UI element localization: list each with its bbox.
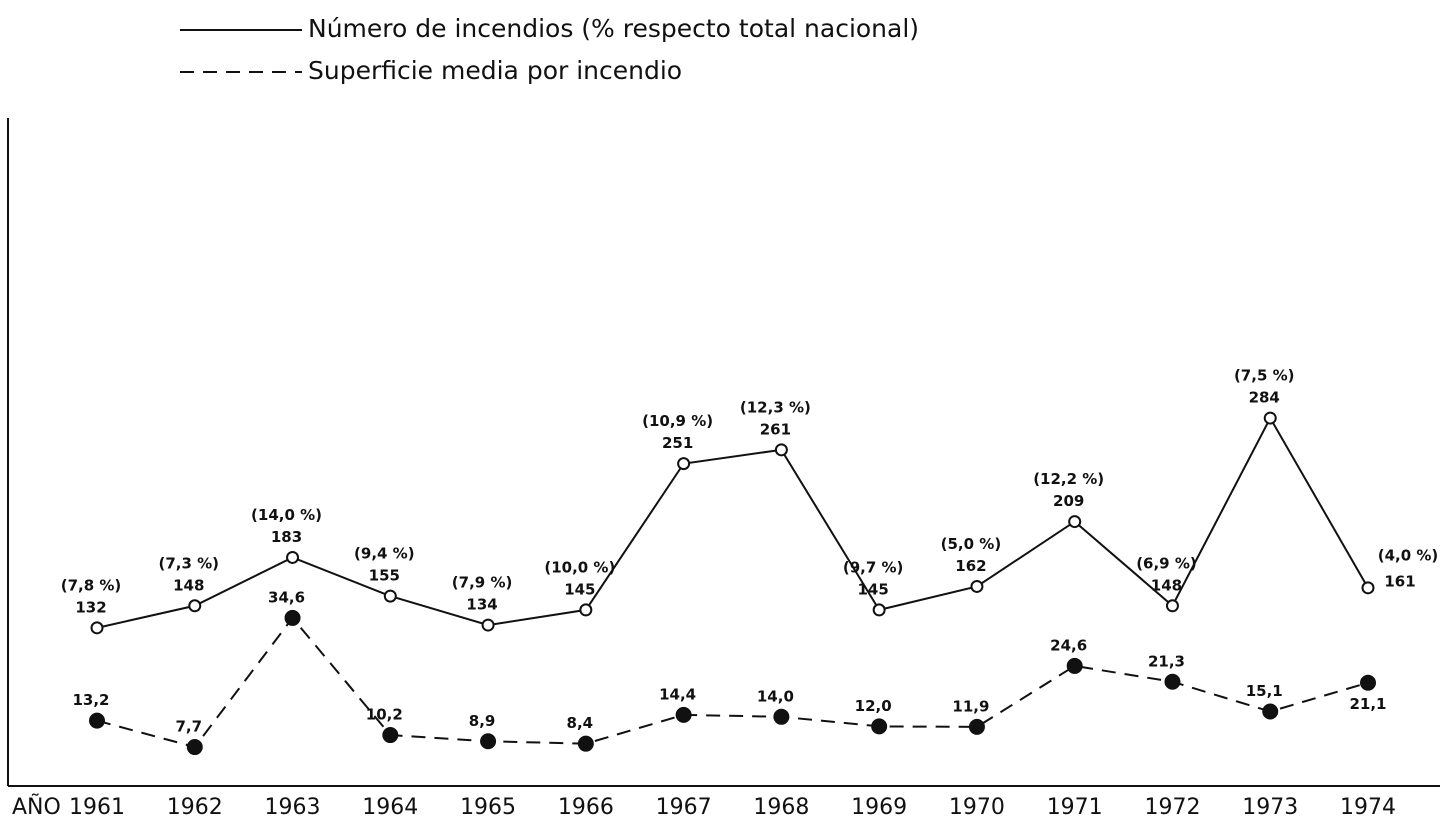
x-axis-label: AÑO: [12, 793, 61, 820]
x-tick-label: 1964: [362, 795, 418, 820]
data-label: 155: [369, 567, 400, 585]
data-label: 161: [1384, 572, 1415, 590]
data-label: 162: [955, 557, 986, 575]
data-label: 145: [564, 580, 595, 598]
point: [188, 599, 202, 613]
annotation: (4,0 %): [1378, 546, 1439, 564]
point: [872, 603, 886, 617]
point: [1262, 703, 1279, 720]
point: [970, 579, 984, 593]
data-label: 284: [1249, 389, 1280, 407]
point: [774, 443, 788, 457]
annotation: (7,5 %): [1234, 367, 1295, 385]
data-label: 13,2: [72, 691, 109, 709]
point: [186, 739, 203, 756]
point: [480, 733, 497, 750]
data-label: 8,4: [567, 714, 594, 732]
data-label: 11,9: [952, 697, 989, 715]
x-tick-label: 1967: [656, 795, 712, 820]
data-label: 183: [271, 528, 302, 546]
data-label: 21,3: [1148, 652, 1185, 670]
point: [1361, 581, 1375, 595]
legend-label: Superficie media por incendio: [308, 56, 682, 85]
annotation: (10,0 %): [544, 558, 615, 576]
x-tick-label: 1972: [1144, 795, 1200, 820]
annotation: (12,2 %): [1033, 470, 1104, 488]
data-label: 24,6: [1050, 636, 1087, 654]
point: [1164, 673, 1181, 690]
point: [284, 609, 301, 626]
point: [968, 718, 985, 735]
data-label: 148: [1151, 576, 1182, 594]
point: [481, 618, 495, 632]
point: [90, 621, 104, 635]
point: [677, 457, 691, 471]
data-label: 8,9: [469, 712, 496, 730]
data-label: 14,0: [757, 687, 794, 705]
point: [1263, 411, 1277, 425]
annotation: (7,9 %): [452, 574, 513, 592]
point: [1360, 674, 1376, 691]
point: [773, 708, 790, 725]
x-tick-label: 1962: [167, 795, 223, 820]
data-label: 7,7: [175, 718, 202, 736]
x-tick-label: 1961: [69, 795, 125, 820]
annotation: (9,4 %): [354, 545, 415, 563]
data-label: 148: [173, 576, 204, 594]
data-label: 21,1: [1349, 695, 1386, 713]
point: [383, 589, 397, 603]
annotation: (9,7 %): [843, 558, 904, 576]
point: [89, 712, 105, 729]
annotation: (6,9 %): [1136, 554, 1197, 572]
annotation: (14,0 %): [251, 506, 322, 524]
x-tick-label: 1971: [1047, 795, 1103, 820]
point: [675, 706, 692, 723]
x-tick-label: 1974: [1340, 795, 1396, 820]
point: [286, 550, 300, 564]
point: [871, 718, 888, 735]
data-label: 14,4: [659, 685, 696, 703]
data-label: 134: [466, 596, 497, 614]
x-tick-label: 1968: [753, 795, 809, 820]
data-label: 12,0: [855, 697, 892, 715]
annotation: (5,0 %): [941, 535, 1002, 553]
data-label: 145: [857, 580, 888, 598]
x-tick-label: 1965: [460, 795, 516, 820]
point: [579, 603, 593, 617]
point: [1066, 657, 1083, 674]
point: [1068, 515, 1082, 529]
line: [96, 416, 1369, 629]
x-tick-label: 1966: [558, 795, 614, 820]
line: [96, 616, 1369, 749]
data-label: 251: [662, 434, 693, 452]
x-tick-label: 1969: [851, 795, 907, 820]
point: [382, 727, 399, 744]
data-label: 209: [1053, 492, 1084, 510]
x-tick-label: 1973: [1242, 795, 1298, 820]
point: [1165, 599, 1179, 613]
data-label: 10,2: [366, 706, 403, 724]
data-label: 34,6: [268, 588, 305, 606]
annotation: (7,3 %): [158, 554, 219, 572]
annotation: (10,9 %): [642, 412, 713, 430]
data-label: 261: [760, 420, 791, 438]
x-tick-label: 1963: [265, 795, 321, 820]
point: [577, 735, 594, 752]
legend-label: Número de incendios (% respecto total na…: [308, 14, 919, 43]
data-label: 15,1: [1246, 682, 1283, 700]
annotation: (12,3 %): [740, 398, 811, 416]
data-label: 132: [75, 598, 106, 616]
x-tick-label: 1970: [949, 795, 1005, 820]
annotation: (7,8 %): [61, 576, 122, 594]
